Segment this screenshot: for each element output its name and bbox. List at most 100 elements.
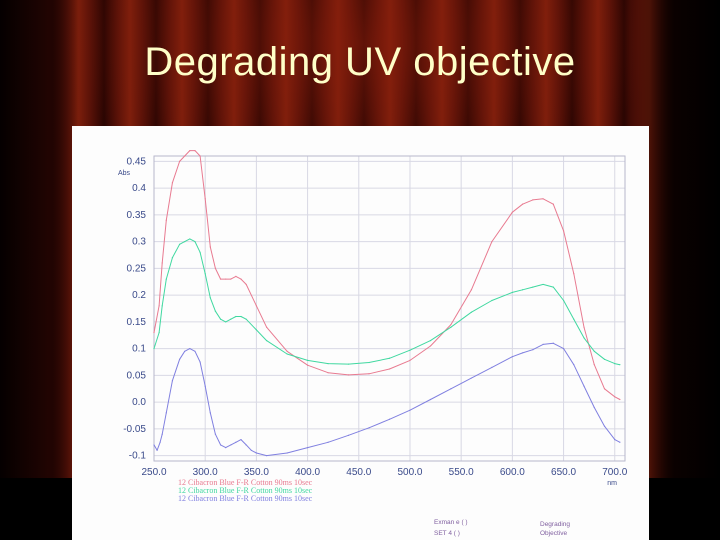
data-point: [159, 441, 161, 443]
data-point: [255, 305, 257, 307]
y-tick-label: 0.4: [132, 183, 146, 194]
data-point: [603, 425, 606, 427]
data-point: [470, 311, 473, 313]
data-point: [178, 358, 181, 360]
data-point: [347, 374, 350, 376]
series-line: [153, 342, 621, 457]
data-point: [204, 198, 206, 200]
data-point: [240, 315, 242, 318]
x-tick-label: 500.0: [397, 467, 422, 478]
series-line: [153, 238, 621, 366]
data-point: [235, 441, 237, 443]
series-1: [153, 150, 621, 401]
data-point: [388, 418, 391, 420]
data-point: [158, 331, 160, 334]
data-point: [225, 447, 227, 449]
data-point: [511, 291, 513, 294]
legend-entry: 12 Cibacron Blue F-R Cotton 90ms 10sec: [178, 494, 313, 503]
data-point: [603, 358, 606, 360]
chart-labels: 250.0 300.0 350.0 400.0 450.0 500.0 550.0 600.0…: [118, 156, 628, 487]
data-point: [250, 449, 252, 451]
data-point: [225, 321, 227, 323]
data-point: [368, 427, 370, 429]
series-3: [153, 342, 621, 457]
y-tick-label: 0.25: [127, 263, 147, 274]
chart-axes: [153, 155, 626, 462]
data-point: [178, 160, 181, 162]
data-point: [552, 342, 554, 344]
data-point: [161, 433, 163, 435]
data-point: [593, 406, 595, 409]
data-point: [184, 350, 186, 352]
data-point: [542, 343, 544, 345]
series-2: [153, 238, 621, 366]
data-point: [619, 398, 621, 401]
data-point: [542, 198, 544, 200]
data-point: [194, 350, 196, 352]
data-point: [306, 447, 309, 449]
data-point: [614, 396, 616, 398]
y-tick-label: -0.05: [123, 424, 146, 435]
data-point: [327, 363, 329, 365]
y-tick-label: 0.35: [127, 210, 147, 221]
curtain-left-drape: [0, 0, 80, 540]
data-point: [184, 155, 186, 157]
data-point: [522, 289, 524, 291]
stamp-label-1: Degrading: [540, 521, 570, 528]
data-point: [178, 243, 181, 245]
data-point: [165, 412, 167, 414]
y-tick-label: 0.15: [127, 317, 147, 328]
data-point: [583, 337, 585, 339]
scanned-chart-panel: 250.0 300.0 350.0 400.0 450.0 500.0 550.0 600.0…: [72, 126, 649, 540]
data-point: [153, 444, 155, 446]
data-point: [614, 363, 616, 365]
legend-entry: 12 Cibacron Blue F-R Cotton 90ms 10sec: [178, 478, 313, 487]
data-point: [429, 340, 432, 342]
data-point: [583, 326, 585, 328]
y-tick-label: 0.3: [132, 237, 146, 248]
data-point: [153, 348, 155, 350]
chart-stamp: Exman e ( ) SET 4 ( ) Degrading Objective: [434, 519, 570, 537]
data-point: [165, 278, 167, 280]
data-point: [562, 230, 565, 232]
data-point: [199, 251, 201, 253]
data-point: [450, 388, 452, 390]
data-point: [522, 203, 524, 205]
data-point: [306, 359, 309, 362]
data-point: [347, 434, 350, 436]
data-point: [209, 297, 211, 299]
data-point: [209, 246, 211, 248]
data-point: [619, 441, 621, 443]
data-point: [245, 444, 247, 446]
x-tick-label: 300.0: [193, 467, 218, 478]
data-point: [491, 366, 493, 368]
data-point: [266, 326, 268, 328]
data-point: [230, 444, 232, 446]
data-point: [470, 289, 473, 291]
data-point: [161, 305, 163, 307]
data-point: [491, 299, 493, 302]
chart-legend: 12 Cibacron Blue F-R Cotton 90ms 10sec 12…: [178, 478, 313, 503]
data-point: [532, 199, 534, 201]
y-tick-label: 0.45: [127, 156, 147, 167]
data-point: [306, 364, 309, 366]
data-point: [189, 150, 191, 152]
x-tick-label: 650.0: [551, 467, 576, 478]
data-point: [491, 241, 493, 243]
data-point: [327, 372, 329, 374]
x-tick-label: 450.0: [346, 467, 371, 478]
data-point: [327, 441, 329, 443]
data-point: [156, 449, 158, 451]
x-tick-label: 550.0: [449, 467, 474, 478]
data-point: [161, 262, 163, 264]
data-point: [603, 388, 606, 390]
x-axis-label: nm: [607, 480, 617, 487]
data-point: [388, 368, 391, 370]
y-tick-label: -0.1: [129, 451, 147, 462]
data-point: [286, 452, 288, 454]
data-point: [214, 433, 217, 435]
data-point: [409, 349, 411, 351]
stamp-label-2: Objective: [540, 530, 567, 537]
data-point: [593, 350, 595, 352]
data-point: [240, 438, 242, 441]
